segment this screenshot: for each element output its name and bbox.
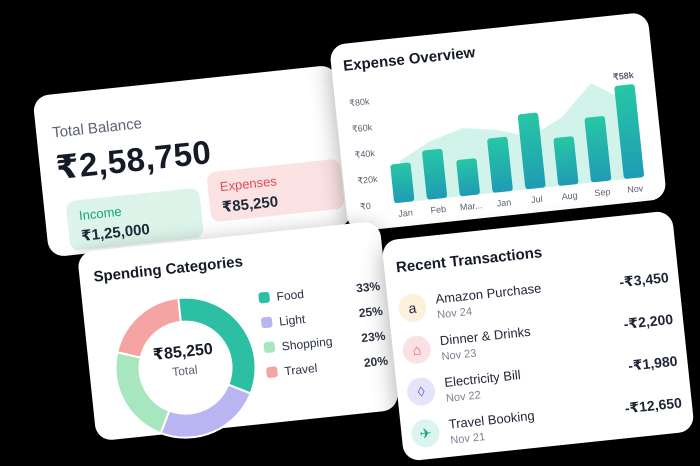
x-tick-label: Feb bbox=[430, 204, 446, 216]
recent-transactions-card: Recent Transactions a Amazon Purchase No… bbox=[381, 210, 695, 462]
chart-bar bbox=[390, 162, 415, 203]
amazon-icon: a bbox=[396, 292, 428, 324]
legend-percent: 25% bbox=[358, 303, 384, 321]
chart-bar bbox=[517, 112, 546, 190]
transaction-date: Nov 22 bbox=[445, 389, 482, 405]
transaction-amount: -₹1,980 bbox=[627, 352, 679, 374]
transaction-amount: -₹2,200 bbox=[622, 310, 674, 332]
dinner-icon: ⌂ bbox=[401, 334, 433, 366]
legend-percent: 23% bbox=[360, 328, 387, 346]
transaction-date: Nov 23 bbox=[441, 347, 477, 364]
x-tick-label: Mar... bbox=[459, 200, 482, 212]
spending-categories-card: Spending Categories ₹85,250 Total Food 3… bbox=[76, 220, 400, 442]
legend-swatch-shopping bbox=[263, 341, 276, 354]
y-tick-label: ₹60k bbox=[351, 122, 373, 134]
peak-label: ₹58k bbox=[613, 70, 636, 82]
y-tick-label: ₹40k bbox=[354, 148, 376, 160]
chart-bar bbox=[584, 116, 612, 183]
expense-chart: ₹0 ₹20k ₹40k ₹60k ₹80k Jan Feb Mar... Jan Jul Aug S… bbox=[349, 70, 645, 219]
legend-swatch-food bbox=[258, 291, 271, 304]
transactions-title: Recent Transactions bbox=[395, 244, 543, 277]
chart-bar bbox=[487, 136, 513, 193]
x-tick-label: Nov bbox=[627, 183, 644, 195]
spending-legend: Food 33% Light 25% Shopping 23% Travel 2… bbox=[258, 277, 390, 389]
donut-slice-travel bbox=[116, 296, 182, 359]
airplane-icon: ✈ bbox=[410, 417, 441, 449]
transaction-amount: -₹12,650 bbox=[623, 394, 683, 417]
transaction-date: Nov 24 bbox=[436, 305, 473, 322]
legend-swatch-light bbox=[260, 316, 273, 329]
expenses-pill: Expenses ₹85,250 bbox=[206, 158, 345, 223]
spending-donut bbox=[114, 296, 257, 439]
balance-amount: ₹2,58,750 bbox=[54, 133, 213, 187]
transaction-name: Travel Booking bbox=[447, 407, 536, 432]
transaction-name: Electricity Bill bbox=[443, 367, 522, 391]
legend-swatch-travel bbox=[265, 366, 279, 379]
y-tick-label: ₹80k bbox=[349, 96, 371, 108]
legend-name: Travel bbox=[283, 360, 318, 379]
x-tick-label: Aug bbox=[561, 190, 578, 202]
transaction-date: Nov 21 bbox=[449, 431, 486, 447]
legend-name: Light bbox=[278, 311, 306, 329]
chart-bar bbox=[422, 148, 448, 200]
x-tick-label: Jan bbox=[398, 207, 413, 218]
transaction-name: Dinner & Drinks bbox=[439, 323, 532, 349]
x-tick-label: Jan bbox=[496, 197, 511, 208]
spending-title: Spending Categories bbox=[92, 253, 244, 286]
legend-name: Food bbox=[275, 286, 305, 304]
transaction-name: Amazon Purchase bbox=[434, 280, 543, 307]
legend-name: Shopping bbox=[281, 334, 334, 354]
chart-bar bbox=[614, 84, 644, 179]
expense-overview-card: Expense Overview ₹0 ₹20k ₹40k ₹60k ₹80k Jan Fe… bbox=[329, 11, 667, 233]
lightbulb-icon: ◊ bbox=[405, 376, 437, 407]
legend-percent: 33% bbox=[355, 278, 381, 296]
y-tick-label: ₹20k bbox=[357, 174, 379, 186]
chart-bar bbox=[553, 136, 579, 186]
donut-slice-light bbox=[159, 383, 252, 439]
x-tick-label: Jul bbox=[531, 194, 543, 205]
chart-bar bbox=[456, 158, 480, 197]
transaction-amount: -₹3,450 bbox=[618, 269, 670, 291]
x-tick-label: Sep bbox=[594, 187, 611, 199]
legend-percent: 20% bbox=[363, 353, 389, 370]
balance-title: Total Balance bbox=[51, 115, 143, 142]
y-tick-label: ₹0 bbox=[360, 201, 372, 212]
